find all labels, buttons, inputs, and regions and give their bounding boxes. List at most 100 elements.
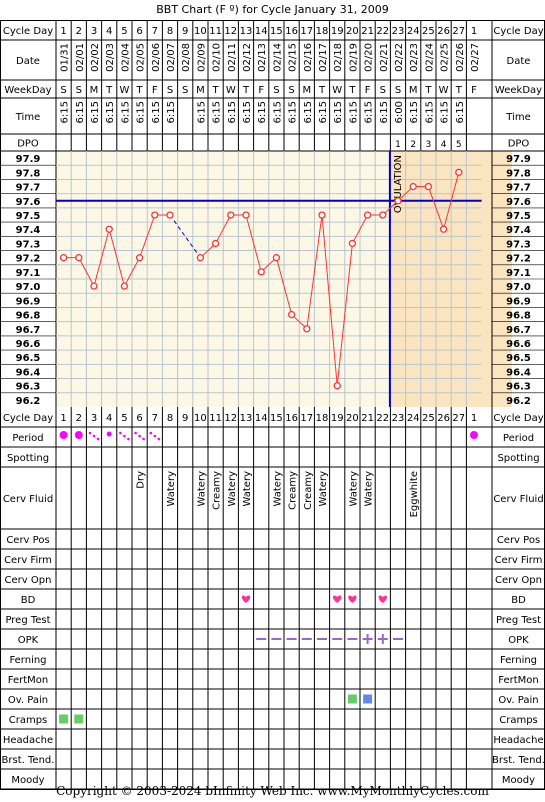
- row-label-ferning: Ferning: [9, 655, 46, 666]
- y-tick-label-right: 97.0: [506, 282, 531, 293]
- cycle-day-number: 8: [167, 413, 173, 424]
- row-label-date: Date: [16, 56, 40, 67]
- bd-heart-icon: [348, 595, 357, 603]
- row-label-cycle-day-right: Cycle Day: [493, 26, 543, 37]
- time-cell: 6:15: [120, 101, 131, 123]
- temp-point: [333, 382, 341, 390]
- date-cell: 02/25: [440, 43, 451, 72]
- temp-point: [196, 254, 205, 262]
- cycle-day-number: 5: [121, 413, 127, 424]
- weekday-cell: T: [105, 85, 113, 96]
- weekday-cell: F: [365, 85, 371, 96]
- weekday-cell: S: [380, 85, 386, 96]
- temp-point: [303, 325, 311, 333]
- date-cell: 02/16: [303, 43, 314, 72]
- time-cell: 6:15: [455, 101, 466, 123]
- cycle-day-number: 1: [471, 26, 477, 37]
- temp-line-segment: [427, 186, 445, 230]
- cycle-day-number: 6: [136, 26, 142, 37]
- date-cell: 02/22: [394, 43, 405, 72]
- row-label-brst-tend-right: Brst. Tend.: [492, 755, 545, 766]
- temp-point: [394, 197, 402, 205]
- cycle-day-number: 25: [422, 413, 435, 424]
- cerv-fluid-cell: Creamy: [303, 471, 314, 510]
- cerv-fluid-cell: Watery: [272, 471, 283, 507]
- date-cell: 02/20: [364, 43, 375, 72]
- row-label-weekday-right: WeekDay: [495, 85, 542, 96]
- temp-point: [318, 211, 326, 219]
- temp-gap-dashed-segment: [169, 214, 201, 258]
- weekday-cell: S: [182, 85, 188, 96]
- period-heavy-dot: [59, 431, 68, 439]
- time-cell: 6:15: [272, 101, 283, 123]
- ov-pain-marker: [347, 694, 357, 704]
- weekday-cell: T: [455, 85, 463, 96]
- row-label-date-right: Date: [507, 56, 531, 67]
- temp-point: [211, 239, 220, 248]
- row-label-ov-pain: Ov. Pain: [8, 695, 48, 706]
- cycle-day-number: 18: [316, 26, 329, 37]
- time-cell: 6:15: [379, 101, 390, 123]
- weekday-cell: S: [60, 85, 66, 96]
- cycle-day-number: 21: [361, 413, 374, 424]
- y-tick-label: 97.6: [16, 197, 41, 208]
- cycle-day-number: 16: [285, 413, 298, 424]
- date-cell: 02/04: [120, 43, 131, 72]
- period-light-dot: [119, 431, 122, 435]
- row-label-cerv-fluid-right: Cerv Fluid: [493, 494, 543, 505]
- cycle-day-number: 13: [240, 413, 253, 424]
- cerv-fluid-cell: Watery: [242, 471, 253, 507]
- time-cell: 6:15: [242, 101, 253, 123]
- temp-point: [455, 168, 463, 176]
- period-light-dot: [92, 434, 96, 438]
- time-cell: 6:15: [196, 101, 207, 123]
- row-label-bd: BD: [21, 595, 36, 606]
- row-label-cerv-firm: Cerv Firm: [4, 555, 52, 566]
- y-tick-label-right: 97.1: [506, 268, 531, 279]
- row-label-dpo: DPO: [17, 139, 39, 150]
- cycle-day-number: 26: [437, 413, 450, 424]
- row-label-time: Time: [15, 112, 40, 123]
- cerv-fluid-cell: Creamy: [288, 471, 299, 510]
- dpo-cell: 1: [395, 140, 401, 150]
- row-label-ov-pain-right: Ov. Pain: [498, 695, 538, 706]
- temp-point: [227, 211, 235, 219]
- weekday-cell: F: [152, 85, 158, 96]
- cycle-day-number: 2: [76, 413, 82, 424]
- period-light-dot: [134, 431, 137, 435]
- row-label-fertmon: FertMon: [8, 675, 48, 686]
- row-label-brst-tend: Brst. Tend.: [2, 755, 55, 766]
- row-label-period: Period: [12, 433, 43, 444]
- ov-pain-marker: [363, 694, 373, 704]
- weekday-cell: T: [318, 85, 326, 96]
- time-cell: 6:15: [105, 101, 116, 123]
- y-tick-label-right: 97.2: [506, 254, 531, 265]
- temp-line-segment: [351, 214, 369, 244]
- cycle-day-number: 4: [106, 413, 112, 424]
- period-light-dot: [149, 431, 153, 435]
- time-cell: 6:15: [348, 101, 359, 123]
- temp-line-segment: [123, 257, 141, 287]
- date-cell: 02/12: [242, 43, 253, 72]
- weekday-cell: W: [439, 85, 449, 96]
- y-tick-label-right: 97.4: [506, 225, 531, 236]
- time-cell: 6:15: [364, 101, 375, 123]
- temp-point: [120, 282, 129, 290]
- date-cell: 02/11: [227, 43, 238, 72]
- weekday-cell: W: [226, 85, 236, 96]
- cerv-fluid-cell: Dry: [136, 471, 147, 489]
- y-tick-label-right: 96.7: [506, 325, 531, 336]
- y-tick-label: 97.3: [16, 239, 41, 250]
- row-label-cerv-pos-right: Cerv Pos: [497, 535, 540, 546]
- cycle-day-number: 19: [331, 413, 344, 424]
- y-tick-label-right: 97.3: [506, 239, 531, 250]
- time-cell: 6:15: [136, 101, 147, 123]
- bd-heart-icon: [333, 595, 342, 603]
- dpo-cell: 2: [410, 140, 416, 150]
- cerv-fluid-cell: Creamy: [212, 471, 223, 510]
- cramps-marker: [59, 714, 69, 724]
- cycle-day-number: 26: [437, 26, 450, 37]
- weekday-cell: T: [348, 85, 356, 96]
- y-tick-label-right: 97.5: [506, 211, 531, 222]
- row-label-cerv-opn-right: Cerv Opn: [495, 575, 542, 586]
